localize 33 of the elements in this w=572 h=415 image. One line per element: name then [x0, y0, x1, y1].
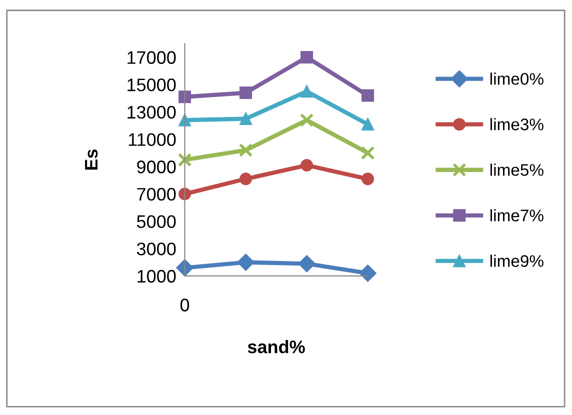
point: [359, 264, 376, 282]
legend-label: lime9%: [490, 254, 544, 267]
point: [300, 85, 314, 98]
point: [360, 146, 375, 160]
legend-label: lime7%: [490, 209, 544, 222]
y-tick-label: 17000: [128, 51, 176, 64]
y-tick-label: 13000: [128, 106, 176, 119]
point: [240, 112, 252, 126]
point: [240, 86, 252, 100]
x-tick-label: 0: [180, 298, 190, 312]
y-tick-label: 7000: [137, 188, 176, 201]
point: [300, 158, 314, 172]
point: [362, 118, 374, 130]
y-tick-label: 1000: [138, 270, 176, 283]
legend-label: lime3%: [490, 118, 544, 130]
point: [238, 143, 253, 158]
point: [240, 172, 252, 186]
point: [300, 50, 314, 64]
y-tick-label: 5000: [136, 215, 176, 228]
point: [362, 172, 374, 186]
point: [298, 255, 316, 272]
point: [178, 152, 192, 167]
y-tick-label: 11000: [128, 133, 176, 146]
y-tick-label: 15000: [128, 78, 176, 92]
point: [362, 89, 374, 102]
x-axis-title: sand%: [248, 340, 305, 354]
point: [300, 113, 314, 128]
y-axis-title: Es: [85, 149, 98, 170]
legend-label: lime5%: [490, 164, 544, 176]
point: [237, 254, 254, 271]
legend-label: lime0%: [490, 72, 544, 85]
y-tick-label: 3000: [136, 242, 176, 256]
y-tick-label: 9000: [137, 160, 176, 174]
